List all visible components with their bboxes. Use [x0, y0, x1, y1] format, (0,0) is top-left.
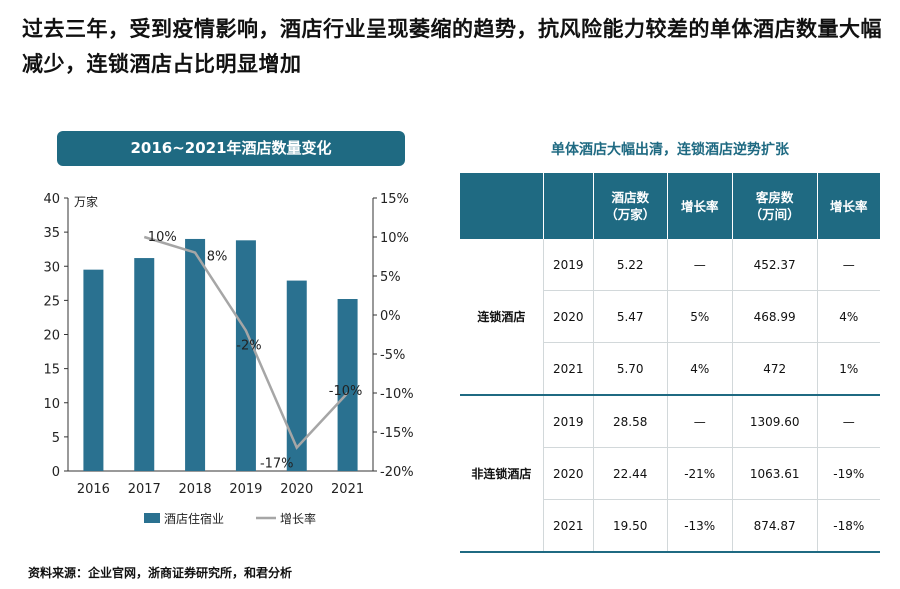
header-hotel-growth: 增长率	[667, 173, 733, 239]
right-tick-label: -10%	[380, 387, 414, 402]
x-tick-label: 2020	[280, 482, 313, 497]
x-tick-label: 2019	[229, 482, 262, 497]
cell-hotel-growth: —	[667, 239, 733, 291]
right-tick-label: 0%	[380, 309, 401, 324]
bar-2018	[185, 238, 206, 471]
left-tick-label: 20	[43, 329, 60, 344]
cell-room-growth: -19%	[817, 447, 880, 500]
cell-hotels: 5.22	[593, 239, 668, 291]
left-axis-unit: 万家	[74, 194, 98, 209]
right-tick-label: 5%	[380, 270, 401, 285]
right-tick-label: 15%	[380, 192, 409, 207]
cell-year: 2021	[543, 342, 594, 396]
hotel-table: 酒店数 （万家） 增长率 客房数 （万间） 增长率 连锁酒店 2019 5.22—4…	[460, 173, 880, 553]
table-row: 连锁酒店 2019 5.22—452.37—	[460, 239, 880, 396]
growth-rate-label: -10%	[329, 384, 363, 399]
table-row: 2021 5.70 4% 472 1%	[460, 342, 880, 396]
bar-2019	[235, 240, 256, 471]
cell-room-growth: -18%	[817, 499, 880, 553]
header-room-count: 客房数 （万间）	[732, 173, 818, 239]
cell-year: 2019	[543, 239, 594, 291]
header-room-growth: 增长率	[817, 173, 880, 239]
right-tick-label: -5%	[380, 348, 405, 363]
cell-rooms: 1309.60	[732, 395, 818, 448]
header-cell	[543, 173, 594, 239]
cell-hotel-growth: -21%	[667, 447, 733, 500]
left-tick-label: 30	[43, 260, 60, 275]
growth-rate-line	[143, 235, 349, 450]
x-tick-label: 2021	[331, 482, 364, 497]
cell-hotel-growth: 5%	[667, 290, 733, 343]
cell-rooms: 874.87	[732, 499, 818, 553]
cell-room-growth: 4%	[817, 290, 880, 343]
group-label: 连锁酒店	[460, 239, 544, 396]
header-hotel-count: 酒店数 （万家）	[593, 173, 668, 239]
cell-room-growth: 1%	[817, 342, 880, 396]
right-tick-label: -15%	[380, 426, 414, 441]
source-note: 资料来源：企业官网，浙商证券研究所，和君分析	[28, 566, 293, 580]
left-tick-label: 5	[52, 431, 60, 446]
cell-year: 2021	[543, 499, 594, 553]
legend-bar-swatch	[144, 513, 160, 523]
right-tick-label: 10%	[380, 231, 409, 246]
cell-hotels: 19.50	[593, 499, 668, 553]
table-row: 非连锁酒店 2019 28.58—1309.60—	[460, 395, 880, 553]
bar-2021	[337, 299, 358, 471]
cell-rooms: 472	[732, 342, 818, 396]
chart-title-banner: 2016~2021年酒店数量变化	[57, 131, 405, 166]
cell-hotels: 28.58	[593, 395, 668, 448]
cell-hotels: 5.47	[593, 290, 668, 343]
table-row: 2020 5.47 5% 468.99 4%	[460, 290, 880, 343]
hotel-count-chart: 0 5 10 15 20 25 30 35 40 -20% -15% -10% -5% 0% 5% 10% 15…	[43, 192, 414, 526]
x-tick-label: 2016	[77, 482, 110, 497]
bar-2017	[134, 258, 155, 471]
cell-hotel-growth: —	[667, 395, 733, 448]
growth-rate-label: -17%	[260, 457, 294, 472]
growth-rate-label: -2%	[236, 339, 261, 354]
headline: 过去三年，受到疫情影响，酒店行业呈现萎缩的趋势，抗风险能力较差的单体酒店数量大幅…	[22, 17, 882, 76]
legend-line-label: 增长率	[280, 511, 316, 526]
left-tick-label: 35	[43, 226, 60, 241]
cell-hotel-growth: 4%	[667, 342, 733, 396]
right-tick-label: -20%	[380, 465, 414, 480]
table-row: 2021 19.50 -13% 874.87 -18%	[460, 499, 880, 553]
cell-rooms: 452.37	[732, 239, 818, 291]
cell-year: 2020	[543, 447, 594, 500]
cell-room-growth: —	[817, 239, 880, 291]
bar-2020	[286, 280, 307, 471]
growth-rate-label: 8%	[207, 250, 228, 265]
left-tick-label: 25	[43, 294, 60, 309]
group-label: 非连锁酒店	[460, 395, 544, 553]
header-cell	[460, 173, 544, 239]
cell-hotels: 5.70	[593, 342, 668, 396]
growth-rate-label: 10%	[148, 230, 177, 245]
left-tick-label: 15	[43, 363, 60, 378]
bar-2016	[83, 269, 104, 471]
table-caption: 单体酒店大幅出清，连锁酒店逆势扩张	[551, 142, 789, 158]
legend-bar-label: 酒店住宿业	[164, 511, 224, 526]
cell-hotels: 22.44	[593, 447, 668, 500]
cell-year: 2020	[543, 290, 594, 343]
cell-room-growth: —	[817, 395, 880, 448]
cell-rooms: 468.99	[732, 290, 818, 343]
cell-year: 2019	[543, 395, 594, 448]
table-row: 2020 22.44 -21% 1063.61 -19%	[460, 447, 880, 500]
left-tick-label: 40	[43, 192, 60, 207]
cell-rooms: 1063.61	[732, 447, 818, 500]
table-header-row: 酒店数 （万家） 增长率 客房数 （万间） 增长率	[460, 173, 880, 239]
x-tick-label: 2017	[128, 482, 161, 497]
left-tick-label: 0	[52, 465, 60, 480]
left-tick-label: 10	[43, 397, 60, 412]
x-tick-label: 2018	[179, 482, 212, 497]
cell-hotel-growth: -13%	[667, 499, 733, 553]
